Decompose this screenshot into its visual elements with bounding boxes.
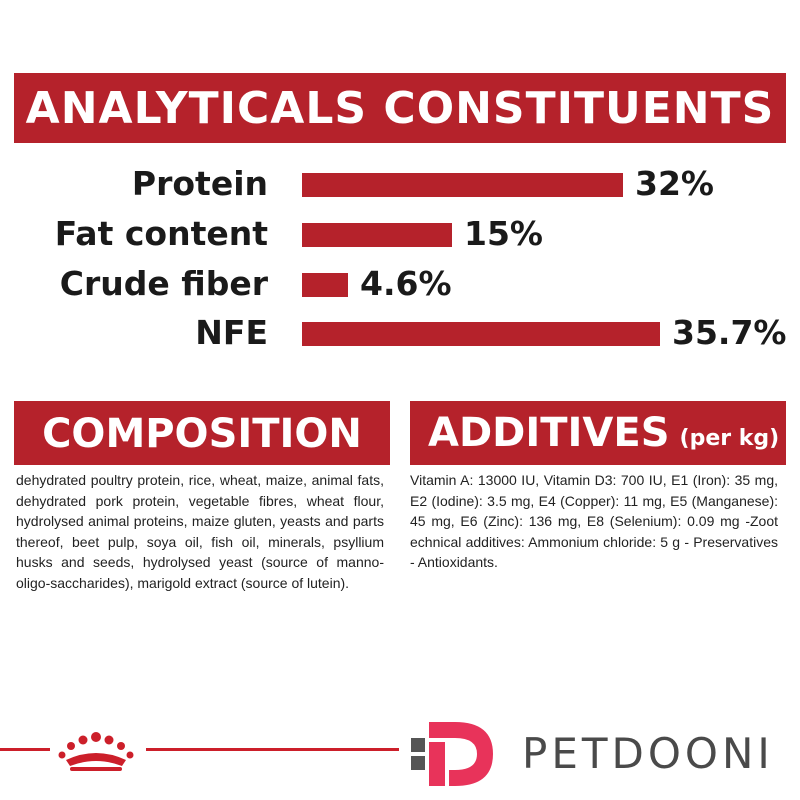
composition-banner: COMPOSITION bbox=[14, 401, 390, 465]
bar-crude-fiber bbox=[302, 273, 348, 297]
footer-line-right bbox=[146, 748, 399, 751]
composition-text: dehydrated poultry protein, rice, wheat,… bbox=[16, 472, 384, 591]
row-label-crude-fiber: Crude fiber bbox=[59, 264, 268, 303]
row-label-protein: Protein bbox=[131, 164, 268, 203]
value-fat-content: 15% bbox=[464, 214, 543, 253]
additives-banner: ADDITIVES (per kg) bbox=[410, 401, 786, 465]
analytics-title: ANALYTICALS CONSTITUENTS bbox=[25, 82, 775, 134]
additives-title: ADDITIVES bbox=[428, 410, 670, 456]
additives-text: Vitamin A: 13000 IU, Vitamin D3: 700 IU,… bbox=[410, 472, 778, 570]
row-label-fat-content: Fat content bbox=[54, 214, 268, 253]
additives-unit: (per kg) bbox=[679, 425, 780, 451]
value-nfe: 35.7% bbox=[672, 313, 787, 352]
analytics-banner: ANALYTICALS CONSTITUENTS bbox=[14, 73, 786, 143]
value-protein: 32% bbox=[635, 164, 714, 203]
row-label-nfe: NFE bbox=[195, 313, 268, 352]
footer-line-left bbox=[0, 748, 50, 751]
brand-name: PETDOONI bbox=[522, 729, 774, 778]
value-crude-fiber: 4.6% bbox=[360, 264, 452, 303]
bar-nfe bbox=[302, 322, 660, 346]
bar-protein bbox=[302, 173, 623, 197]
petdooni-logo-icon bbox=[409, 718, 505, 792]
crown-icon bbox=[56, 730, 136, 776]
bar-fat-content bbox=[302, 223, 452, 247]
composition-title: COMPOSITION bbox=[42, 411, 362, 457]
